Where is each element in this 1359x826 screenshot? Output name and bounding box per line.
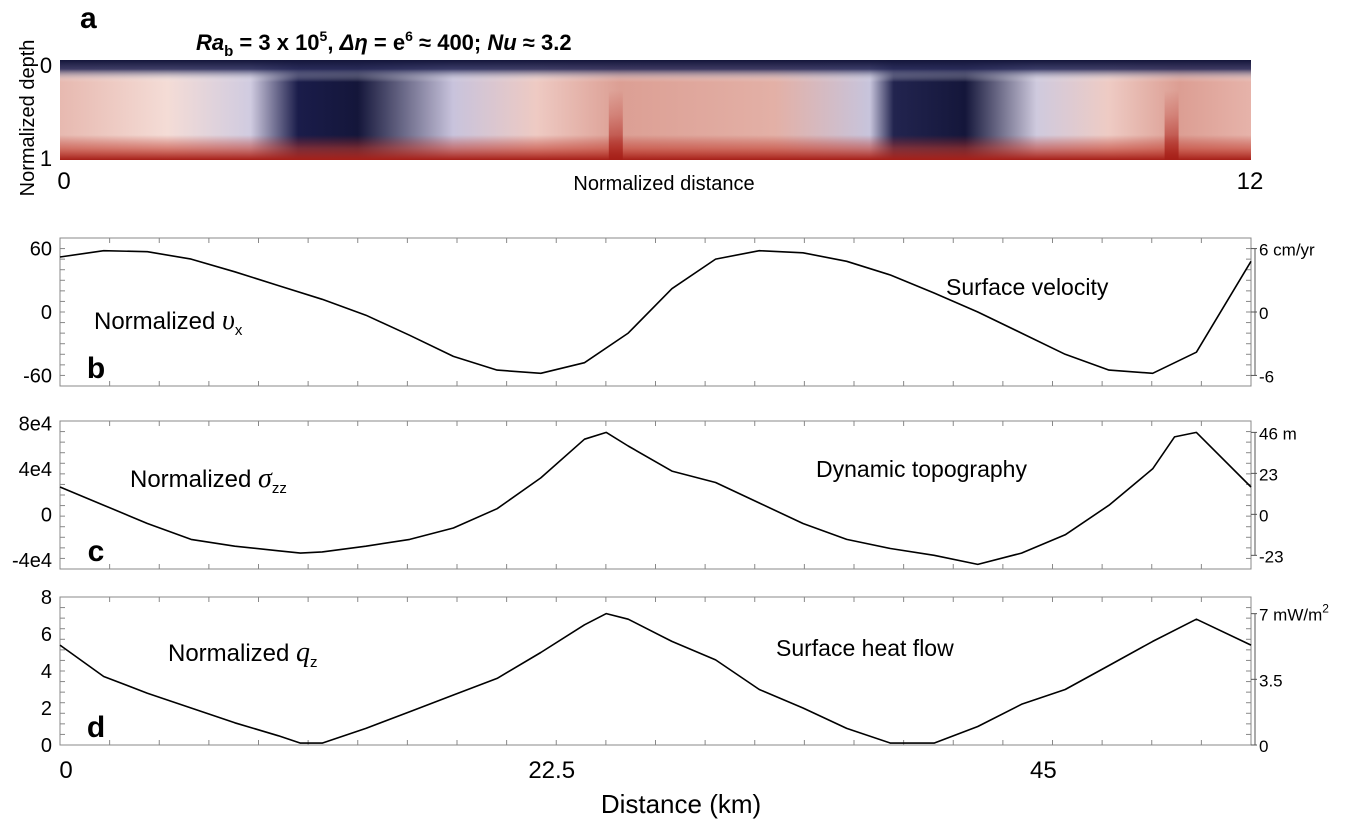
panel-letter-d: d (87, 711, 105, 744)
unit-superscript: 2 (1322, 602, 1329, 616)
panel-c-ylabel: Normalized σzz (130, 463, 287, 497)
panel-c-annotation: Dynamic topography (816, 456, 1027, 482)
panel-b-frame (59, 237, 1252, 387)
panel-letter-c: c (88, 535, 105, 568)
title-deta-val: = e (368, 30, 405, 55)
label-symbol: υ (222, 305, 235, 336)
panel-c-series-line (59, 431, 1252, 566)
title-nu-val: ≈ 3.2 (517, 30, 572, 55)
panel-c-right-tick: 23 (1259, 465, 1278, 484)
panel-d: 8 6 4 2 0 7 mW/m2 3.5 0 d Normalized qz Surface he… (41, 587, 1329, 757)
panel-c-right-tick: -23 (1259, 547, 1284, 566)
title-ra: Ra (196, 30, 224, 55)
panel-a-ylabel: Normalized depth (17, 40, 39, 197)
title-ra-exp: 5 (320, 28, 328, 44)
panel-c-ytick: 0 (41, 504, 52, 526)
panel-d-right-tick: 0 (1259, 737, 1268, 756)
panel-a-ytick-0: 0 (40, 53, 52, 78)
panel-c-ytick: -4e4 (12, 550, 52, 572)
panel-d-ytick: 2 (41, 698, 52, 720)
panel-b-ytick: 0 (41, 302, 52, 324)
title-ra-val: = 3 x 10 (233, 30, 319, 55)
panel-letter-b: b (87, 352, 105, 385)
x-tick-label: 45 (1030, 757, 1057, 784)
panel-b-ytick: -60 (23, 365, 52, 387)
panel-a-xlabel: Normalized distance (573, 173, 754, 195)
panel-b: 60 0 -60 6 cm/yr 0 -6 b Normalized υx Surface ve… (23, 237, 1315, 387)
x-tick-label: 0 (59, 757, 72, 784)
panel-b-ytick: 60 (30, 239, 52, 261)
x-axis-label: Distance (km) (601, 789, 761, 819)
panel-c-right-tick: 0 (1259, 506, 1268, 525)
panel-b-right-tick: 6 cm/yr (1259, 241, 1315, 260)
panel-c-ytick: 8e4 (19, 413, 52, 435)
label-subscript: x (235, 322, 243, 339)
title-approx: ≈ 400; (413, 30, 487, 55)
panel-a-title: Rab = 3 x 105, Δη = e6 ≈ 400; Nu ≈ 3.2 (196, 28, 572, 60)
panel-d-ytick: 4 (41, 661, 52, 683)
panel-d-ylabel: Normalized qz (168, 637, 318, 671)
label-symbol: q (296, 637, 310, 668)
title-sep: , (327, 30, 339, 55)
panel-d-right-tick: 3.5 (1259, 671, 1283, 690)
panel-b-ylabel: Normalized υx (94, 305, 243, 339)
panel-b-annotation: Surface velocity (946, 274, 1109, 300)
label-text: Normalized (168, 640, 296, 667)
label-text: Normalized (130, 466, 258, 493)
x-tick-label: 22.5 (528, 757, 575, 784)
title-deta: Δη (339, 30, 368, 55)
panel-b-right-tick: 0 (1259, 304, 1268, 323)
temperature-field (60, 60, 1251, 160)
panel-d-series-line (59, 612, 1252, 744)
label-subscript: zz (272, 480, 287, 497)
bottom-axis: 0 22.5 45 Distance (km) (59, 757, 1056, 819)
panel-c-ytick: 4e4 (19, 459, 52, 481)
panel-b-series-line (59, 249, 1252, 375)
panel-letter-a: a (80, 2, 97, 35)
panel-d-ytick: 8 (41, 587, 52, 609)
panel-d-ytick: 6 (41, 624, 52, 646)
panel-a-xtick-0: 0 (57, 168, 70, 195)
upwelling-plume (1164, 90, 1179, 160)
panel-a-ytick-1: 1 (40, 146, 52, 171)
panel-d-frame (59, 596, 1252, 746)
panel-c-right-tick: 46 m (1259, 424, 1297, 443)
title-nu: Nu (487, 30, 517, 55)
panel-c: 8e4 4e4 0 -4e4 46 m 23 0 -23 c Normalized σzz Dyna… (12, 413, 1297, 572)
title-deta-exp: 6 (405, 28, 413, 44)
title-ra-sub: b (224, 43, 233, 60)
panel-d-right-tick: 7 mW/m2 (1259, 602, 1329, 625)
panel-d-annotation: Surface heat flow (776, 635, 954, 661)
panel-a-xtick-12: 12 (1237, 168, 1264, 195)
upwelling-plume (608, 90, 623, 160)
label-subscript: z (310, 654, 318, 671)
panel-b-right-tick: -6 (1259, 367, 1274, 386)
label-symbol: σ (258, 463, 273, 494)
panel-d-ytick: 0 (41, 735, 52, 757)
label-text: Normalized (94, 308, 222, 335)
